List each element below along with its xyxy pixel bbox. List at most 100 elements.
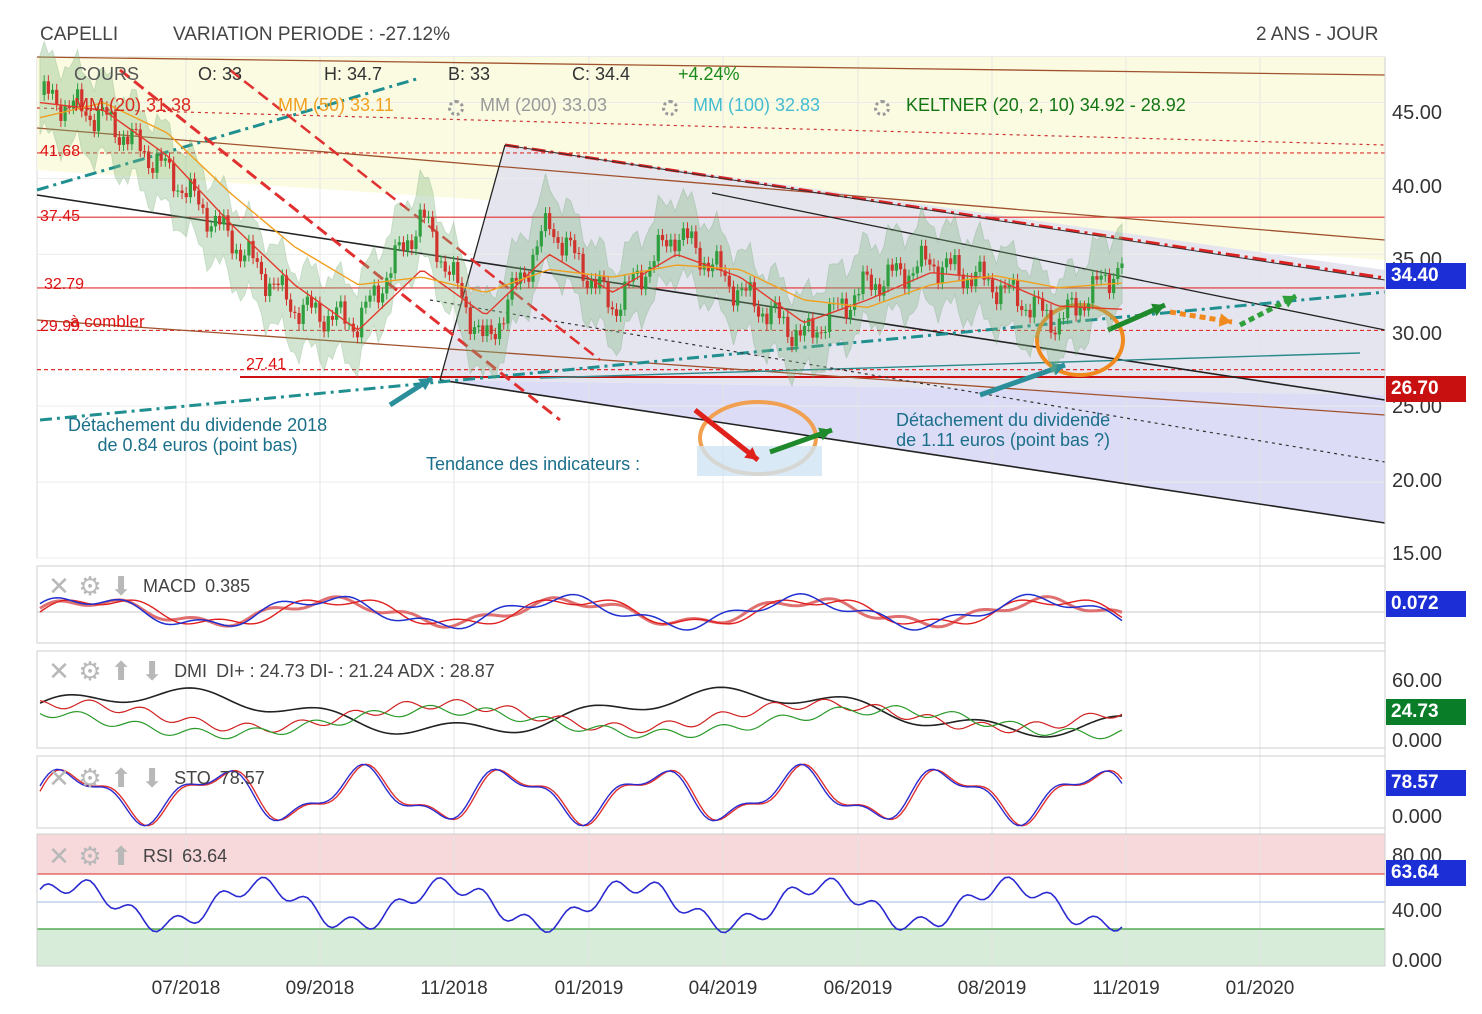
candle xyxy=(673,239,677,252)
sto-signal xyxy=(39,763,1123,827)
close-icon[interactable]: ✕ xyxy=(48,571,70,601)
candle xyxy=(468,307,472,334)
candle xyxy=(293,311,297,314)
candle xyxy=(301,304,305,324)
date-tick: 07/2018 xyxy=(151,978,221,999)
close-icon[interactable]: ✕ xyxy=(48,841,70,871)
arrow-down-icon[interactable]: ⬇ xyxy=(110,571,132,601)
candle xyxy=(932,264,936,267)
candle xyxy=(539,231,543,247)
candle xyxy=(936,266,940,284)
arrow-down-icon[interactable]: ⬇ xyxy=(141,763,163,793)
dmi-header: ✕ ⚙ ⬆ ⬇ DMI DI+ : 24.73 DI- : 21.24 ADX … xyxy=(46,658,495,684)
trend-lines xyxy=(36,56,1386,524)
candle xyxy=(50,89,55,94)
candle xyxy=(418,209,422,237)
gear-icon[interactable]: ⚙ xyxy=(78,571,102,601)
candle xyxy=(857,293,861,296)
candle xyxy=(564,237,568,256)
mm20-label[interactable]: MM (20) 31.38 xyxy=(74,95,192,115)
candle xyxy=(731,286,736,306)
candle xyxy=(71,100,76,109)
gear-icon[interactable] xyxy=(662,97,678,118)
sto-badge: 78.57 xyxy=(1386,770,1466,796)
candle xyxy=(1020,306,1024,311)
mm50-label[interactable]: MM (50) 33.11 xyxy=(278,95,394,115)
candle xyxy=(493,333,497,340)
candle xyxy=(222,215,226,225)
candle xyxy=(92,120,96,132)
candle xyxy=(1095,276,1099,280)
candle xyxy=(589,279,594,289)
high-value: H: 34.7 xyxy=(324,64,383,84)
candle xyxy=(619,309,623,316)
trend-line xyxy=(36,127,1386,241)
candle xyxy=(965,278,970,289)
candle xyxy=(861,271,865,294)
price-tick: 30.00 xyxy=(1392,323,1443,345)
mm200-label[interactable]: MM (200) 33.03 xyxy=(480,95,608,115)
arrow-up-icon[interactable]: ⬆ xyxy=(110,841,132,871)
candle xyxy=(736,290,740,306)
candle xyxy=(460,282,464,297)
candle xyxy=(694,231,698,248)
grid xyxy=(37,57,1385,966)
candle xyxy=(96,110,101,132)
candle xyxy=(1015,279,1020,307)
gear-icon[interactable] xyxy=(874,97,890,118)
candle xyxy=(794,330,798,347)
arrow-up-head xyxy=(1282,295,1296,308)
pointer-arrow-head xyxy=(1051,362,1065,376)
candle xyxy=(573,240,577,254)
candle xyxy=(63,106,67,121)
dmi-tick-top: 60.00 xyxy=(1392,670,1443,692)
level-label: 32.79 xyxy=(44,276,85,293)
arrow-up-icon[interactable]: ⬆ xyxy=(110,763,132,793)
cours-label[interactable]: COURS xyxy=(74,64,140,84)
arrow-up-icon[interactable]: ⬆ xyxy=(110,656,132,686)
candle xyxy=(531,254,535,282)
candle xyxy=(138,129,142,152)
gear-icon[interactable] xyxy=(448,97,464,118)
macd-badge: 0.072 xyxy=(1386,591,1466,617)
candle xyxy=(385,277,389,294)
candle xyxy=(748,282,752,291)
close-icon[interactable]: ✕ xyxy=(48,763,70,793)
upper-channel-fill xyxy=(37,57,1385,260)
gear-icon[interactable]: ⚙ xyxy=(78,656,102,686)
candle xyxy=(230,230,234,254)
arrow-down-icon[interactable]: ⬇ xyxy=(141,656,163,686)
candle xyxy=(898,263,903,270)
candle xyxy=(698,247,702,270)
macd-value: 0.385 xyxy=(205,575,251,596)
keltner-label[interactable]: KELTNER (20, 2, 10) 34.92 - 28.92 xyxy=(906,95,1186,115)
period-selector[interactable]: 2 ANS - JOUR xyxy=(1256,24,1379,45)
rsi-badge: 63.64 xyxy=(1386,860,1466,886)
gear-icon[interactable]: ⚙ xyxy=(78,763,102,793)
candle xyxy=(406,240,410,251)
price-tick: 15.00 xyxy=(1392,543,1443,565)
candle xyxy=(999,285,1003,305)
candle xyxy=(121,136,126,145)
dmi-value: DI+ : 24.73 DI- : 21.24 ADX : 28.87 xyxy=(216,660,495,681)
dmi-adx xyxy=(39,686,1123,738)
mm100-label[interactable]: MM (100) 32.83 xyxy=(693,95,821,115)
candle xyxy=(995,292,999,305)
candle xyxy=(669,239,673,247)
close-icon[interactable]: ✕ xyxy=(48,656,70,686)
arrow-up-head xyxy=(818,427,832,441)
candle xyxy=(456,262,460,283)
candle xyxy=(915,266,919,274)
candle xyxy=(297,313,301,324)
channel-line xyxy=(439,379,1386,524)
candle xyxy=(451,262,456,275)
sto-header: ✕ ⚙ ⬆ ⬇ STO 78.57 xyxy=(46,765,265,791)
gear-icon[interactable]: ⚙ xyxy=(78,841,102,871)
dotted-line xyxy=(429,299,1386,463)
candle xyxy=(844,298,848,319)
dividend-2019-line1: Détachement du dividende xyxy=(896,410,1111,430)
candle xyxy=(723,270,727,276)
rsi-value: 63.64 xyxy=(182,845,228,866)
candle xyxy=(205,207,209,232)
pointer-arrow-head xyxy=(418,378,432,391)
